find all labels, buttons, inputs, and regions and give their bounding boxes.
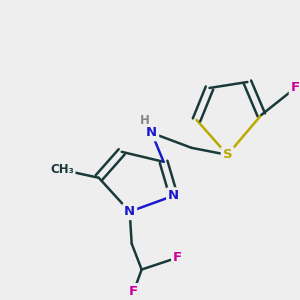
Text: N: N [124,205,135,218]
Text: S: S [223,148,232,161]
Text: F: F [129,285,138,298]
Text: N: N [168,189,179,202]
Text: F: F [173,251,182,264]
Text: H: H [140,114,150,128]
Text: F: F [291,82,300,94]
Text: N: N [146,126,157,140]
Text: CH₃: CH₃ [50,163,74,176]
